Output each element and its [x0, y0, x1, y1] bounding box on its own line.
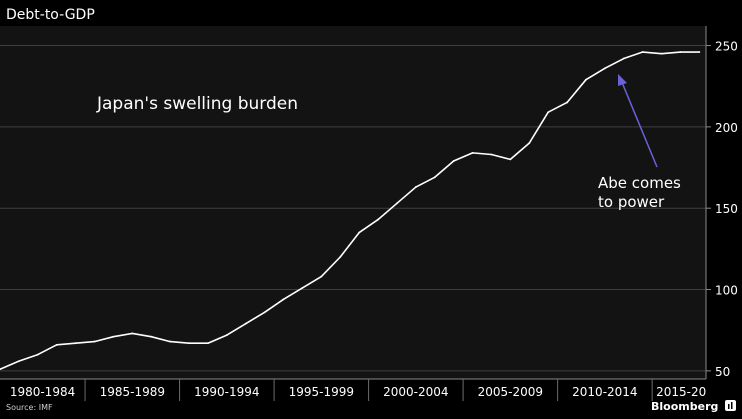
data-point — [74, 342, 77, 345]
data-point — [377, 218, 379, 221]
y-tick-label-150: 150 — [715, 202, 738, 216]
data-point — [622, 57, 625, 60]
data-point — [131, 332, 134, 335]
data-point — [320, 275, 323, 278]
annotation: Abe comes to power — [598, 74, 681, 211]
bloomberg-logo-icon — [725, 400, 736, 411]
data-point — [150, 335, 153, 338]
data-point — [566, 101, 568, 104]
data-point — [55, 343, 58, 346]
source-label: Source: IMF — [6, 403, 53, 412]
data-point — [471, 151, 474, 154]
data-point — [301, 287, 304, 289]
y-tick-label-200: 200 — [715, 121, 738, 135]
y-tick-label-250: 250 — [715, 40, 738, 54]
data-point — [18, 360, 20, 363]
chart-title: Debt-to-GDP — [6, 7, 95, 23]
data-point — [660, 52, 663, 55]
data-point — [169, 340, 172, 343]
data-point — [263, 311, 266, 314]
data-point — [433, 176, 436, 179]
data-point — [396, 202, 398, 205]
annotation-line-1: Abe comes — [598, 174, 681, 192]
y-tick-label-100: 100 — [715, 284, 738, 298]
data-point — [112, 335, 115, 338]
data-point — [339, 256, 342, 258]
data-point — [225, 334, 228, 336]
series-group — [0, 51, 701, 371]
data-point — [207, 342, 209, 345]
data-point — [490, 153, 493, 156]
data-point — [679, 51, 682, 53]
x-tick-label: 2010-2014 — [572, 385, 637, 399]
data-point — [452, 160, 455, 162]
arrowhead-icon — [618, 74, 627, 86]
data-point — [244, 322, 247, 325]
plot-area — [0, 26, 706, 379]
annotation-line-2: to power — [598, 193, 665, 211]
data-point — [698, 51, 701, 53]
data-point — [547, 111, 550, 114]
data-point — [528, 142, 531, 145]
data-point — [93, 340, 96, 343]
x-tick-label: 2000-2004 — [383, 385, 448, 399]
data-point — [0, 368, 1, 371]
x-axis: 1980-1984 1985-1989 1990-1994 1995-1999 2000… — [0, 378, 706, 401]
x-tick-label: 1980-1984 — [10, 385, 75, 399]
brand-label: Bloomberg — [651, 400, 718, 413]
x-tick-label: 1995-1999 — [289, 385, 354, 399]
chart-subtitle: Japan's swelling burden — [96, 94, 298, 114]
data-point — [282, 298, 285, 301]
data-point — [509, 158, 512, 161]
data-point — [603, 67, 606, 70]
data-point — [641, 51, 644, 53]
data-point — [414, 186, 417, 188]
annotation-arrow — [620, 79, 658, 168]
x-tick-label: 2015-20 — [656, 385, 706, 399]
y-tick-label-50: 50 — [715, 365, 730, 379]
gridlines — [0, 45, 706, 372]
data-point — [358, 231, 361, 234]
y-axis: 50 100 150 200 250 — [705, 26, 738, 379]
data-point — [585, 78, 587, 81]
x-tick-label: 2005-2009 — [478, 385, 543, 399]
series-line-0 — [0, 51, 700, 370]
data-point — [188, 342, 190, 345]
data-point — [36, 353, 39, 356]
x-tick-label: 1985-1989 — [100, 385, 165, 399]
x-tick-label: 1990-1994 — [194, 385, 259, 399]
